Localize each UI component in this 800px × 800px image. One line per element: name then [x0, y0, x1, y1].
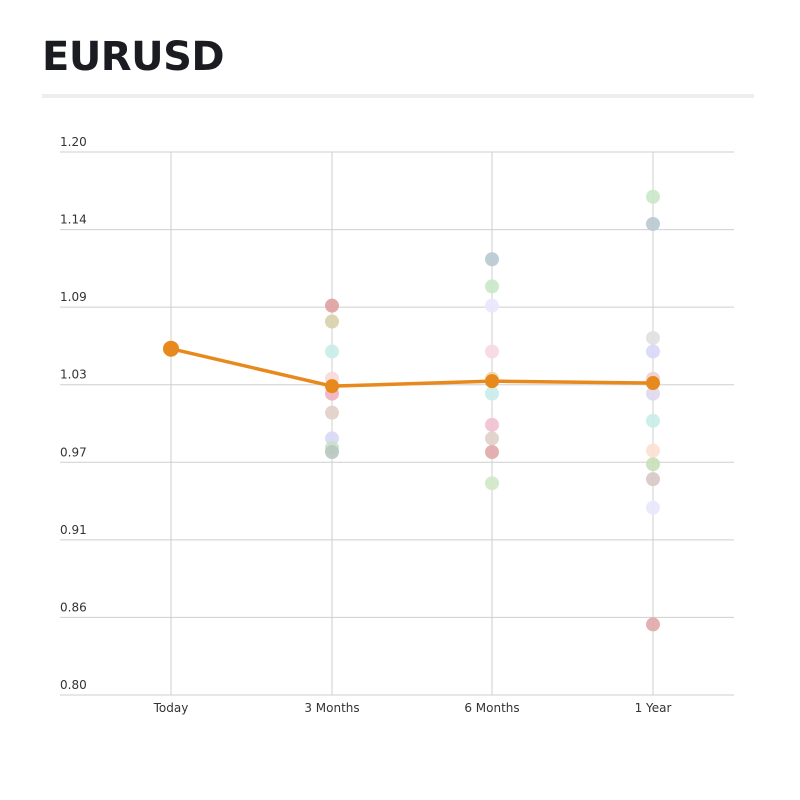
forecast-point — [485, 445, 499, 460]
forecast-point — [646, 443, 660, 458]
forecast-point — [485, 431, 499, 446]
series-point — [325, 379, 339, 394]
forecast-point — [485, 298, 499, 313]
series-line — [170, 346, 654, 388]
x-tick-label: Today — [153, 701, 189, 715]
forecast-point — [646, 344, 660, 359]
y-tick-label: 1.14 — [60, 213, 87, 227]
forecast-point — [325, 344, 339, 359]
series-point — [646, 376, 660, 391]
forecast-point — [646, 617, 660, 632]
forecast-point — [325, 405, 339, 420]
x-tick-label: 3 Months — [304, 701, 359, 715]
x-axis-tick-labels: Today 3 Months 6 Months 1 Year — [153, 701, 672, 715]
consensus-series — [163, 340, 660, 394]
forecast-point — [325, 445, 339, 460]
series-point — [485, 374, 499, 389]
forecast-point — [485, 417, 499, 432]
y-tick-label: 1.09 — [60, 290, 87, 304]
forecast-point — [646, 330, 660, 345]
page-title: EURUSD — [42, 34, 225, 80]
forecast-point — [485, 252, 499, 267]
y-tick-label: 0.80 — [60, 678, 87, 692]
y-tick-label: 1.03 — [60, 368, 87, 382]
forecast-point — [646, 472, 660, 487]
horizontal-gridlines — [60, 151, 734, 696]
y-tick-label: 1.20 — [60, 135, 87, 149]
series-point — [163, 340, 179, 357]
forecast-point — [325, 314, 339, 329]
forecast-point — [646, 189, 660, 204]
forecast-point — [646, 386, 660, 401]
forecast-point — [646, 457, 660, 472]
forecast-point — [485, 344, 499, 359]
y-axis-tick-labels: 1.20 1.14 1.09 1.03 0.97 0.91 0.86 0.80 — [60, 135, 87, 692]
forecast-point — [325, 298, 339, 313]
forecast-point — [485, 279, 499, 294]
x-tick-label: 6 Months — [464, 701, 519, 715]
title-divider — [42, 94, 754, 98]
forecast-point — [485, 386, 499, 401]
forecast-point — [646, 500, 660, 515]
y-tick-label: 0.91 — [60, 523, 87, 537]
forecast-point — [485, 476, 499, 491]
forecast-point — [646, 413, 660, 428]
y-tick-label: 0.97 — [60, 445, 87, 459]
forecast-point — [646, 216, 660, 231]
y-tick-label: 0.86 — [60, 600, 87, 614]
vertical-gridlines — [170, 152, 654, 695]
x-tick-label: 1 Year — [635, 701, 672, 715]
